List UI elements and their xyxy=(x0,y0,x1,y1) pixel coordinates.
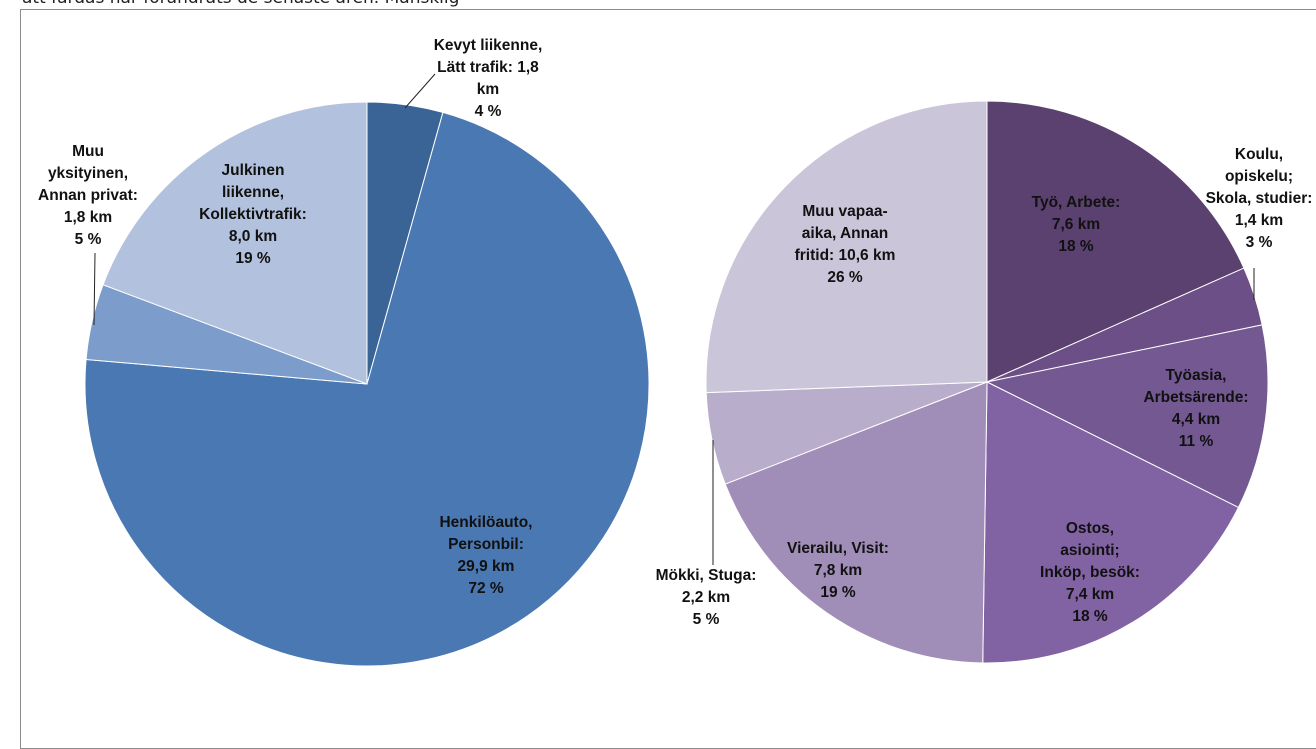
pie-1-slice-3 xyxy=(982,381,1240,664)
top-text: att färdas har förändrats de senaste åre… xyxy=(22,0,459,8)
pie-1-slice-2 xyxy=(985,324,1269,509)
pie-0-leader-0 xyxy=(404,73,436,109)
pie-1-label-6: Muu vapaa-aika, Annan fritid: 10,6 km 26 % xyxy=(795,203,896,286)
pie-0-label-3: Julkinen liikenne, Kollektivtrafik: 8,0 km 1… xyxy=(199,162,307,267)
pie-transport-mode: Kevyt liikenne, Lätt trafik: 1,8 km 4 % Henk… xyxy=(38,37,650,667)
pie-1-slice-4 xyxy=(724,381,988,664)
pie-1-label-5: Mökki, Stuga: 2,2 km 5 % xyxy=(656,567,757,628)
pie-0-label-2: Muu yksityinen, Annan privat: 1,8 km 5 % xyxy=(38,143,138,248)
pie-0-label-0: Kevyt liikenne, Lätt trafik: 1,8 km 4 % xyxy=(434,37,543,120)
pie-1-label-4: Vierailu, Visit: 7,8 km 19 % xyxy=(787,540,889,601)
pie-1-slice-6 xyxy=(705,100,988,394)
pie-0-leader-2 xyxy=(93,252,96,326)
pie-1-label-2: Työasia, Arbetsärende: 4,4 km 11 % xyxy=(1143,367,1248,450)
pie-1-slice-0 xyxy=(986,100,1245,383)
pie-1-label-0: Työ, Arbete: 7,6 km 18 % xyxy=(1032,194,1121,255)
pie-1-label-1: Koulu, opiskelu; Skola, studier: 1,4 km 3 % xyxy=(1206,146,1313,251)
pie-0-slice-3 xyxy=(102,101,368,385)
pie-1-label-3: Ostos, asiointi; Inköp, besök: 7,4 km 18 % xyxy=(1040,520,1140,625)
pie-0-label-1: Henkilöauto, Personbil: 29,9 km 72 % xyxy=(439,514,532,597)
pie-trip-purpose: Työ, Arbete: 7,6 km 18 % Koulu, opiskelu; Sko… xyxy=(656,100,1313,664)
pie-0-slice-1 xyxy=(84,111,650,667)
